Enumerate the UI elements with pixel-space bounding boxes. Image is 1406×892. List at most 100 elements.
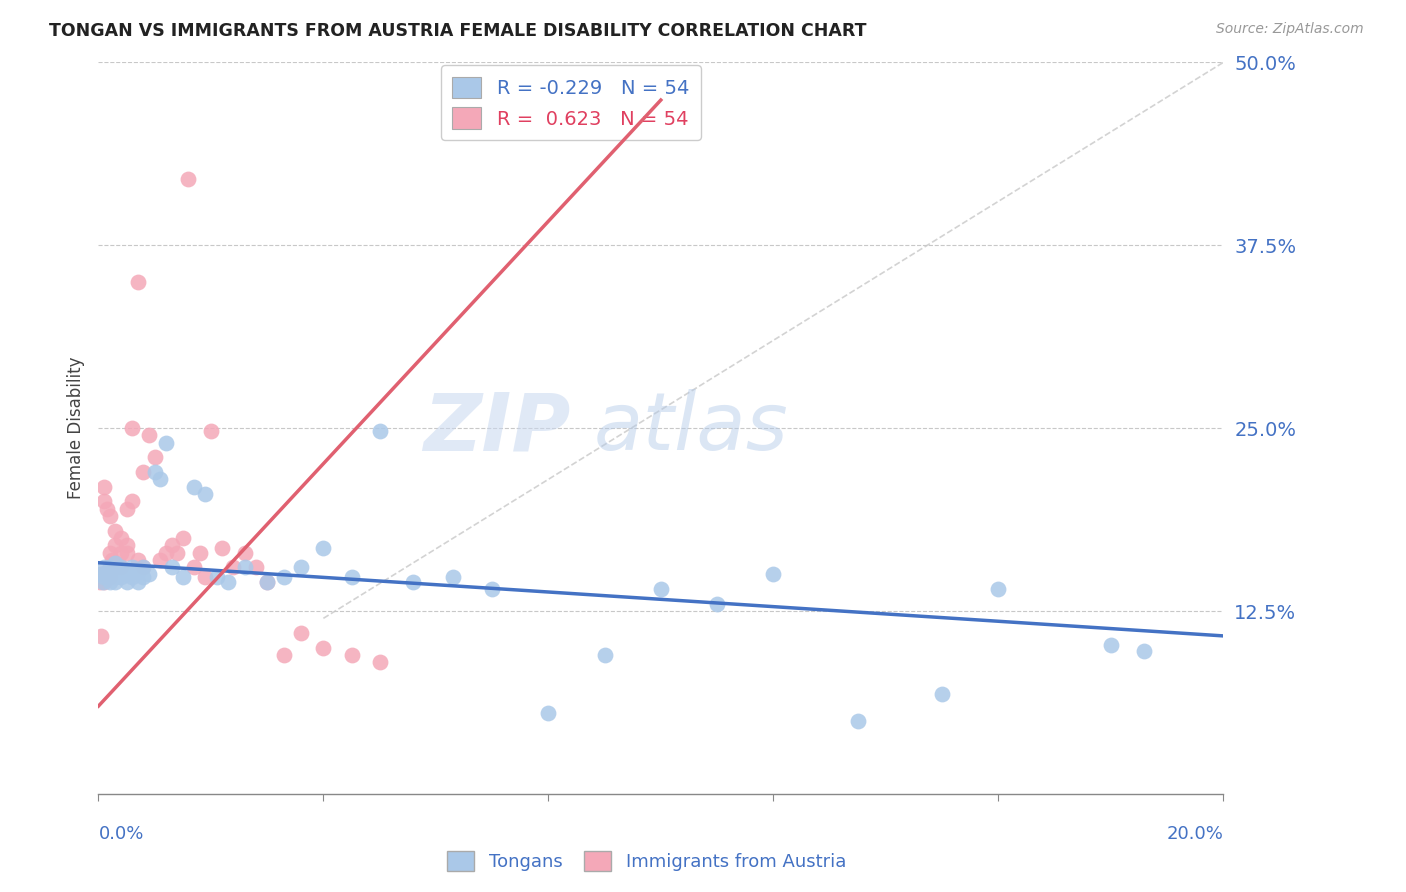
Point: [98, 567, 121, 582]
Point: [115, 538, 138, 552]
Point: [149, 472, 172, 486]
Text: 20.0%: 20.0%: [1167, 825, 1223, 843]
Point: [132, 570, 155, 584]
Point: [98, 574, 121, 589]
Point: [90, 567, 112, 582]
Text: 0.0%: 0.0%: [98, 825, 143, 843]
Point: [104, 574, 127, 589]
Point: [104, 570, 127, 584]
Point: [706, 597, 728, 611]
Point: [194, 570, 217, 584]
Point: [104, 556, 127, 570]
Point: [104, 565, 127, 579]
Point: [110, 531, 132, 545]
Point: [93, 567, 115, 582]
Point: [132, 560, 155, 574]
Point: [290, 626, 312, 640]
Point: [98, 560, 121, 574]
Point: [104, 556, 127, 570]
Point: [233, 560, 256, 574]
Point: [127, 565, 149, 579]
Point: [115, 565, 138, 579]
Point: [188, 545, 211, 559]
Point: [93, 560, 115, 574]
Point: [846, 714, 869, 728]
Point: [340, 648, 363, 662]
Point: [402, 574, 425, 589]
Point: [98, 560, 121, 574]
Point: [132, 465, 155, 479]
Point: [245, 560, 267, 574]
Point: [115, 501, 138, 516]
Point: [273, 570, 295, 584]
Point: [931, 687, 953, 701]
Point: [340, 570, 363, 584]
Point: [762, 567, 785, 582]
Point: [160, 560, 183, 574]
Point: [127, 275, 149, 289]
Point: [172, 570, 194, 584]
Point: [537, 706, 560, 721]
Text: Source: ZipAtlas.com: Source: ZipAtlas.com: [1216, 22, 1364, 37]
Point: [93, 480, 115, 494]
Point: [143, 450, 166, 465]
Point: [93, 570, 115, 584]
Point: [98, 545, 121, 559]
Text: ZIP: ZIP: [423, 389, 571, 467]
Point: [143, 465, 166, 479]
Point: [149, 553, 172, 567]
Point: [183, 480, 205, 494]
Point: [104, 524, 127, 538]
Point: [98, 508, 121, 523]
Point: [368, 424, 391, 438]
Point: [127, 553, 149, 567]
Point: [110, 545, 132, 559]
Point: [290, 560, 312, 574]
Point: [121, 494, 143, 508]
Point: [89, 570, 111, 584]
Point: [115, 545, 138, 559]
Point: [160, 538, 183, 552]
Point: [96, 565, 118, 579]
Point: [200, 424, 222, 438]
Point: [96, 565, 118, 579]
Point: [205, 570, 228, 584]
Point: [177, 172, 200, 186]
Point: [110, 570, 132, 584]
Point: [368, 655, 391, 669]
Point: [91, 574, 114, 589]
Point: [312, 640, 335, 655]
Point: [138, 428, 160, 442]
Point: [155, 545, 177, 559]
Point: [194, 487, 217, 501]
Point: [115, 574, 138, 589]
Point: [155, 435, 177, 450]
Point: [211, 541, 233, 555]
Text: atlas: atlas: [593, 389, 789, 467]
Point: [233, 545, 256, 559]
Point: [132, 560, 155, 574]
Point: [93, 574, 115, 589]
Point: [93, 494, 115, 508]
Point: [481, 582, 503, 596]
Point: [312, 541, 335, 555]
Point: [138, 567, 160, 582]
Point: [121, 570, 143, 584]
Point: [101, 553, 124, 567]
Point: [256, 574, 278, 589]
Point: [222, 560, 245, 574]
Point: [104, 538, 127, 552]
Point: [91, 570, 114, 584]
Point: [115, 567, 138, 582]
Point: [650, 582, 672, 596]
Point: [98, 570, 121, 584]
Legend: Tongans, Immigrants from Austria: Tongans, Immigrants from Austria: [440, 844, 853, 879]
Point: [121, 560, 143, 574]
Point: [110, 560, 132, 574]
Point: [256, 574, 278, 589]
Point: [90, 567, 112, 582]
Point: [183, 560, 205, 574]
Point: [1133, 643, 1156, 657]
Point: [172, 531, 194, 545]
Legend: R = -0.229   N = 54, R =  0.623   N = 54: R = -0.229 N = 54, R = 0.623 N = 54: [440, 65, 702, 140]
